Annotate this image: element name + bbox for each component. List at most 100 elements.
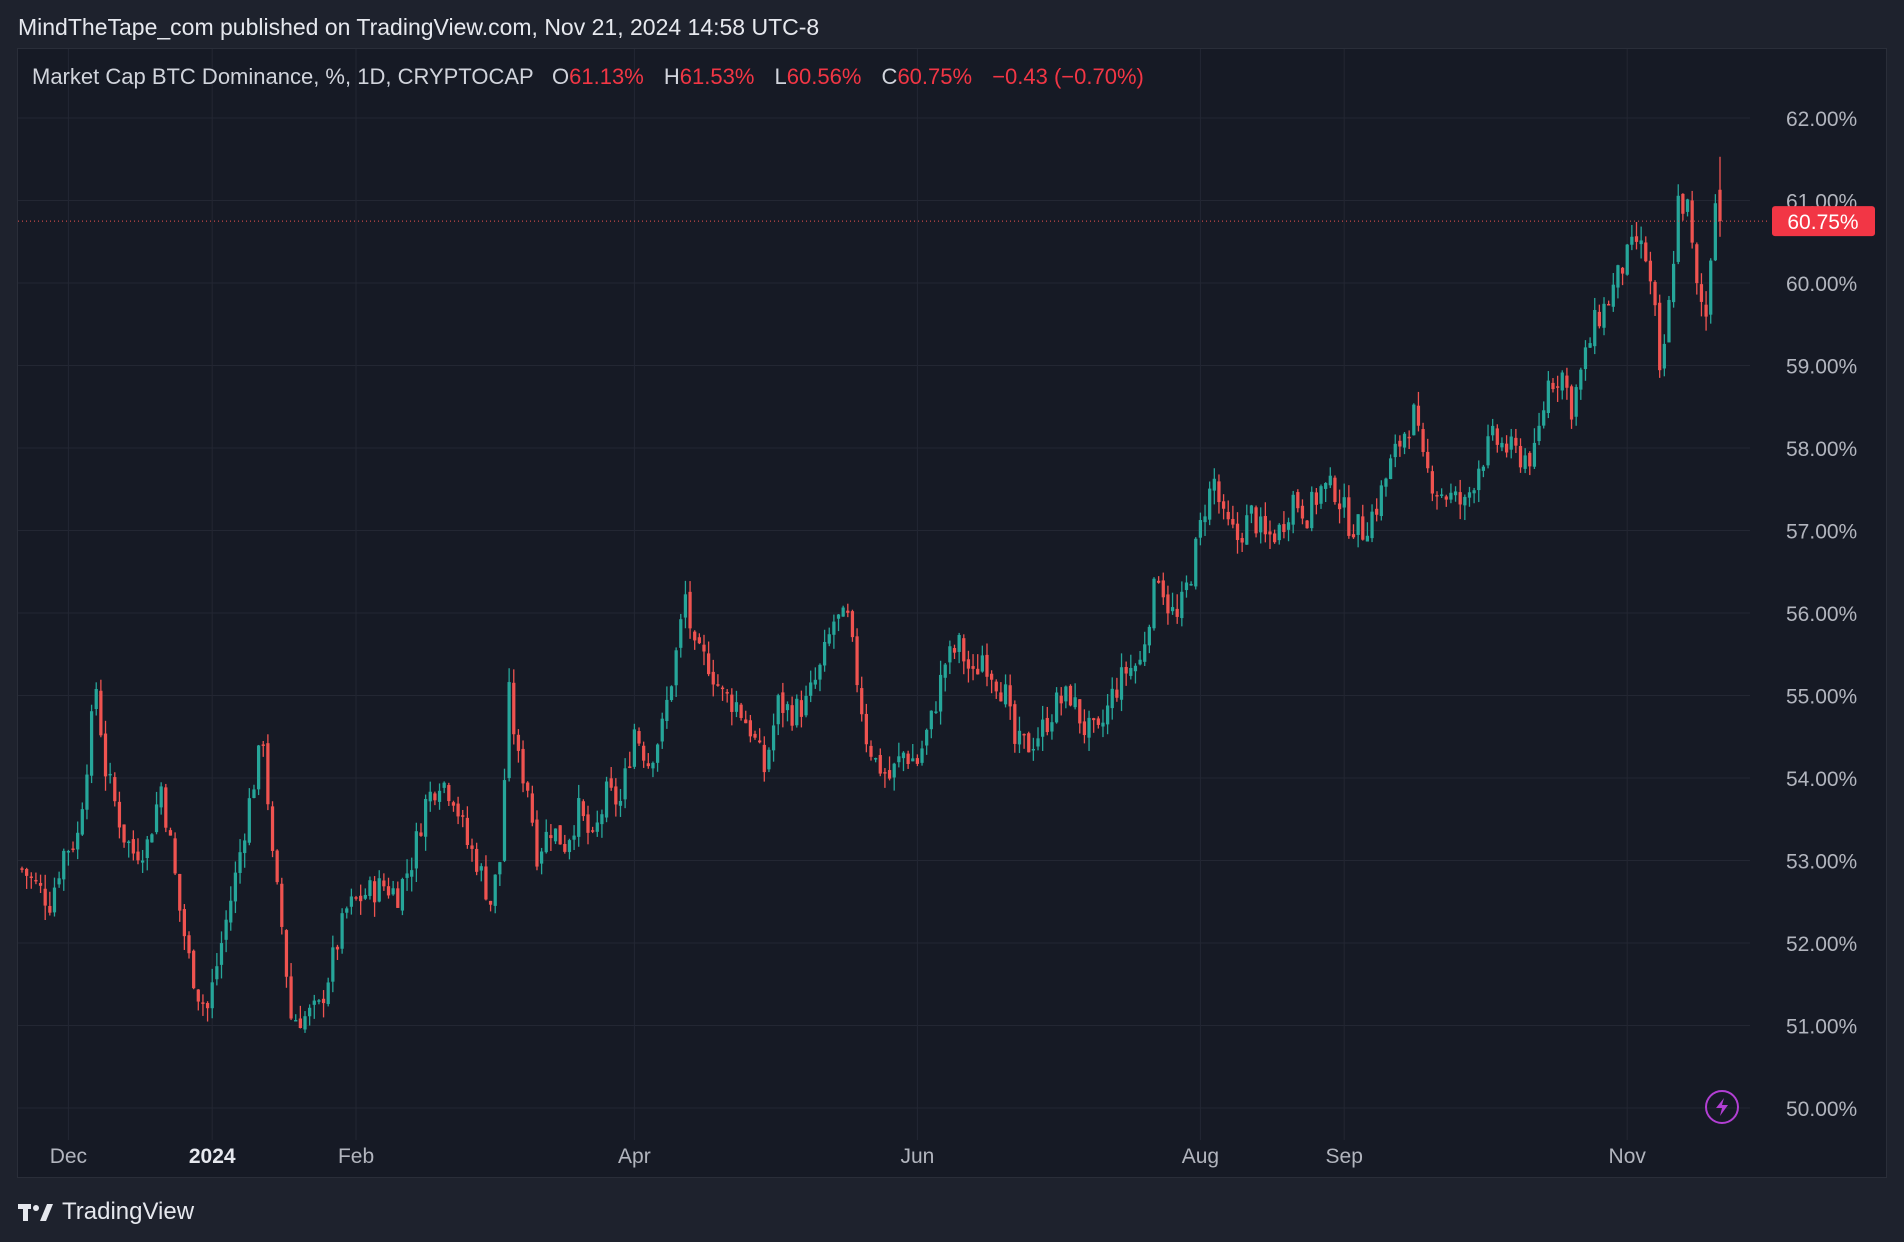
candle-body [948,646,952,663]
candle-body [243,840,247,854]
candle-body [901,752,906,759]
candle-body [247,798,251,843]
candle-body [465,817,470,846]
lightning-bolt-icon[interactable] [1705,1090,1739,1124]
candle-body [1110,688,1114,709]
candle-body [530,793,534,823]
candle-body [1082,721,1087,736]
y-tick-label: 58.00% [1786,438,1857,461]
symbol-title[interactable]: Market Cap BTC Dominance, %, 1D, CRYPTOC… [32,64,534,89]
candle-body [730,694,734,712]
candle-body [1217,481,1221,503]
candle-body [1361,516,1365,540]
candle-body [1194,538,1198,587]
candle-body [567,840,572,853]
low-label: L [774,64,787,89]
y-tick-label: 56.00% [1786,603,1857,626]
candle-body [303,1016,307,1030]
candle-body [976,668,980,675]
candle-body [1031,749,1036,751]
candle-body [744,719,748,724]
candle-body [48,905,52,913]
candle-body [1300,505,1305,519]
candle-body [57,878,61,885]
y-tick-label: 53.00% [1786,851,1857,874]
candle-body [312,1000,316,1005]
candle-body [1648,260,1653,282]
candle-body [1286,522,1291,530]
candle-body [1003,684,1008,705]
candle-body [1119,667,1124,700]
candle-body [1453,491,1458,496]
candle-body [925,729,929,746]
candle-body [637,731,641,744]
candle-body [456,803,460,817]
candle-body [660,718,664,742]
candle-body [1467,492,1472,498]
candle-body [539,851,544,864]
candle-body [1166,594,1170,614]
symbol-legend: Market Cap BTC Dominance, %, 1D, CRYPTOC… [32,64,1144,90]
x-tick-label: Dec [50,1145,87,1168]
candle-body [1189,583,1193,586]
candle-body [1328,475,1332,486]
candle-body [697,637,701,644]
candle-body [822,641,827,666]
candle-body [1314,492,1319,505]
candle-body [405,873,409,878]
candle-body [535,819,539,867]
candle-body [1105,705,1110,725]
y-tick-label: 57.00% [1786,521,1857,544]
candle-body [1240,538,1244,543]
low-value: 60.56% [786,64,862,89]
candle-body [1235,523,1240,541]
candle-body [1509,436,1513,450]
candle-body [776,695,780,725]
candle-body [1704,304,1708,317]
candle-body [1347,497,1351,536]
candle-body [1198,520,1203,538]
candle-body [577,798,581,837]
candle-body [252,789,256,798]
candle-body [1695,244,1699,284]
candle-body [1054,692,1059,723]
candle-body [1310,491,1314,529]
tradingview-logo-icon [18,1204,53,1221]
candle-body [655,744,660,763]
candle-body [1481,466,1486,471]
candle-body [475,848,479,872]
candle-body [410,870,414,877]
candle-body [484,866,488,900]
candle-body [1658,302,1662,371]
candle-body [1370,511,1374,539]
y-tick-label: 50.00% [1786,1098,1857,1121]
candle-body [1041,719,1045,737]
candle-body [1426,451,1430,469]
candle-body [785,704,790,711]
candle-body [1124,666,1128,674]
candle-body [479,866,483,871]
candle-body [345,908,349,913]
tradingview-brand[interactable]: TradingView [18,1198,194,1226]
candle-body [192,950,196,989]
candle-body [1444,496,1448,500]
x-tick-label: Jun [900,1145,934,1168]
candle-body [1440,494,1444,496]
candle-body [1259,516,1263,533]
candle-body [526,782,530,791]
y-tick-label: 62.00% [1786,108,1857,131]
candle-body [725,692,729,694]
candle-body [154,804,159,833]
candle-body [706,653,711,675]
candle-body [1115,689,1119,698]
candle-body [326,982,330,1005]
candle-body [1449,492,1453,500]
candle-body [1078,699,1082,724]
candle-body [493,874,497,906]
x-tick-label: Nov [1609,1145,1647,1168]
candle-body [1161,580,1165,598]
candle-body [1565,375,1569,388]
candle-body [1254,507,1258,534]
candle-body [219,943,224,965]
